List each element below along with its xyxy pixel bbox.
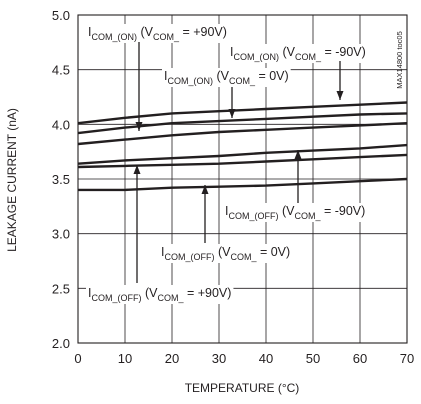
- series-line-1: [77, 101, 408, 125]
- y-tick-label: 4.5: [52, 63, 70, 78]
- annotation-label-1: ICOM_(ON) (VCOM_ = +90V): [88, 25, 227, 42]
- label-backgrounds: [86, 24, 368, 304]
- annotation-main: I: [164, 69, 167, 83]
- annotation-tail: = 0V): [256, 245, 290, 259]
- arrow-head-6: [133, 165, 141, 174]
- arrow-head-5: [201, 185, 209, 194]
- y-tick-label: 2.0: [52, 336, 70, 351]
- annotation-sub2: COM_: [294, 211, 321, 221]
- y-tick-label: 4.0: [52, 117, 70, 132]
- annotation-tail: = -90V): [320, 204, 365, 218]
- arrow-head-3: [336, 91, 344, 100]
- annotation-arrows: [133, 42, 344, 283]
- x-tick-label: 0: [74, 351, 81, 366]
- arrow-head-4: [294, 150, 302, 159]
- arrow-head-1: [135, 122, 143, 131]
- annotation-sub: COM_(OFF): [91, 293, 141, 303]
- y-tick-labels: 2.0 2.5 3.0 3.5 4.0 4.5 5.0: [52, 8, 70, 351]
- annotation-sub: COM_(OFF): [164, 252, 214, 262]
- annotation-label-3: ICOM_(ON) (VCOM_ = 0V): [164, 69, 289, 86]
- annotation-mid: (V: [141, 286, 158, 300]
- annotation-main: I: [230, 45, 233, 59]
- x-tick-label: 40: [259, 351, 273, 366]
- annotation-sub2: COM_: [153, 32, 180, 42]
- annotation-mid: (V: [279, 45, 296, 59]
- annotation-tail: = +90V): [183, 286, 231, 300]
- x-tick-label: 10: [118, 351, 132, 366]
- x-tick-labels: 0 10 20 30 40 50 60 70: [74, 351, 414, 366]
- annotation-bg: [159, 244, 293, 263]
- y-tick-label: 3.5: [52, 172, 70, 187]
- annotation-sub2: COM_: [157, 293, 184, 303]
- annotation-labels: ICOM_(ON) (VCOM_ = +90V)ICOM_(ON) (VCOM_…: [88, 25, 366, 303]
- x-tick-label: 30: [212, 351, 226, 366]
- annotation-main: I: [88, 286, 91, 300]
- annotation-label-2: ICOM_(ON) (VCOM_ = -90V): [230, 45, 366, 62]
- annotation-main: I: [225, 204, 228, 218]
- annotation-tail: = -90V): [321, 45, 366, 59]
- series-line-4: [77, 143, 408, 165]
- annotation-label-4: ICOM_(OFF) (VCOM_ = -90V): [225, 204, 365, 221]
- annotation-bg: [228, 44, 368, 63]
- annotation-tail: = 0V): [255, 69, 289, 83]
- series-line-6: [78, 177, 408, 192]
- annotation-sub: COM_(OFF): [228, 211, 278, 221]
- annotation-sub: COM_(ON): [167, 76, 213, 86]
- annotation-sub: COM_(ON): [91, 32, 137, 42]
- annotation-label-5: ICOM_(OFF) (VCOM_ = 0V): [161, 245, 290, 262]
- annotation-tail: = +90V): [179, 25, 227, 39]
- annotation-main: I: [161, 245, 164, 259]
- series-line-3: [77, 122, 408, 146]
- x-tick-label: 20: [165, 351, 179, 366]
- y-axis-title: LEAKAGE CURRENT (nA): [5, 108, 19, 252]
- annotation-bg: [162, 68, 291, 87]
- annotation-mid: (V: [137, 25, 154, 39]
- annotation-bg: [86, 285, 234, 304]
- x-tick-label: 60: [353, 351, 367, 366]
- x-tick-label: 70: [400, 351, 414, 366]
- annotation-bg: [223, 203, 368, 222]
- annotation-sub2: COM_: [230, 252, 257, 262]
- annotation-main: I: [88, 25, 91, 39]
- annotation-mid: (V: [214, 245, 231, 259]
- annotation-label-6: ICOM_(OFF) (VCOM_ = +90V): [88, 286, 231, 303]
- x-axis-title: TEMPERATURE (°C): [185, 381, 300, 395]
- series-line-5: [77, 153, 408, 169]
- series-lines: [77, 101, 408, 192]
- annotation-sub2: COM_: [295, 52, 322, 62]
- annotation-mid: (V: [278, 204, 295, 218]
- arrow-head-2: [228, 109, 236, 118]
- plot-frame: [77, 14, 408, 344]
- x-tick-label: 50: [306, 351, 320, 366]
- y-tick-label: 5.0: [52, 8, 70, 23]
- y-tick-label: 2.5: [52, 281, 70, 296]
- annotation-sub: COM_(ON): [233, 52, 279, 62]
- y-tick-label: 3.0: [52, 227, 70, 242]
- figure-code: MAX14800 toc05: [395, 31, 404, 89]
- annotation-sub2: COM_: [229, 76, 256, 86]
- annotation-bg: [86, 24, 229, 43]
- series-line-2: [77, 112, 408, 135]
- annotation-mid: (V: [213, 69, 230, 83]
